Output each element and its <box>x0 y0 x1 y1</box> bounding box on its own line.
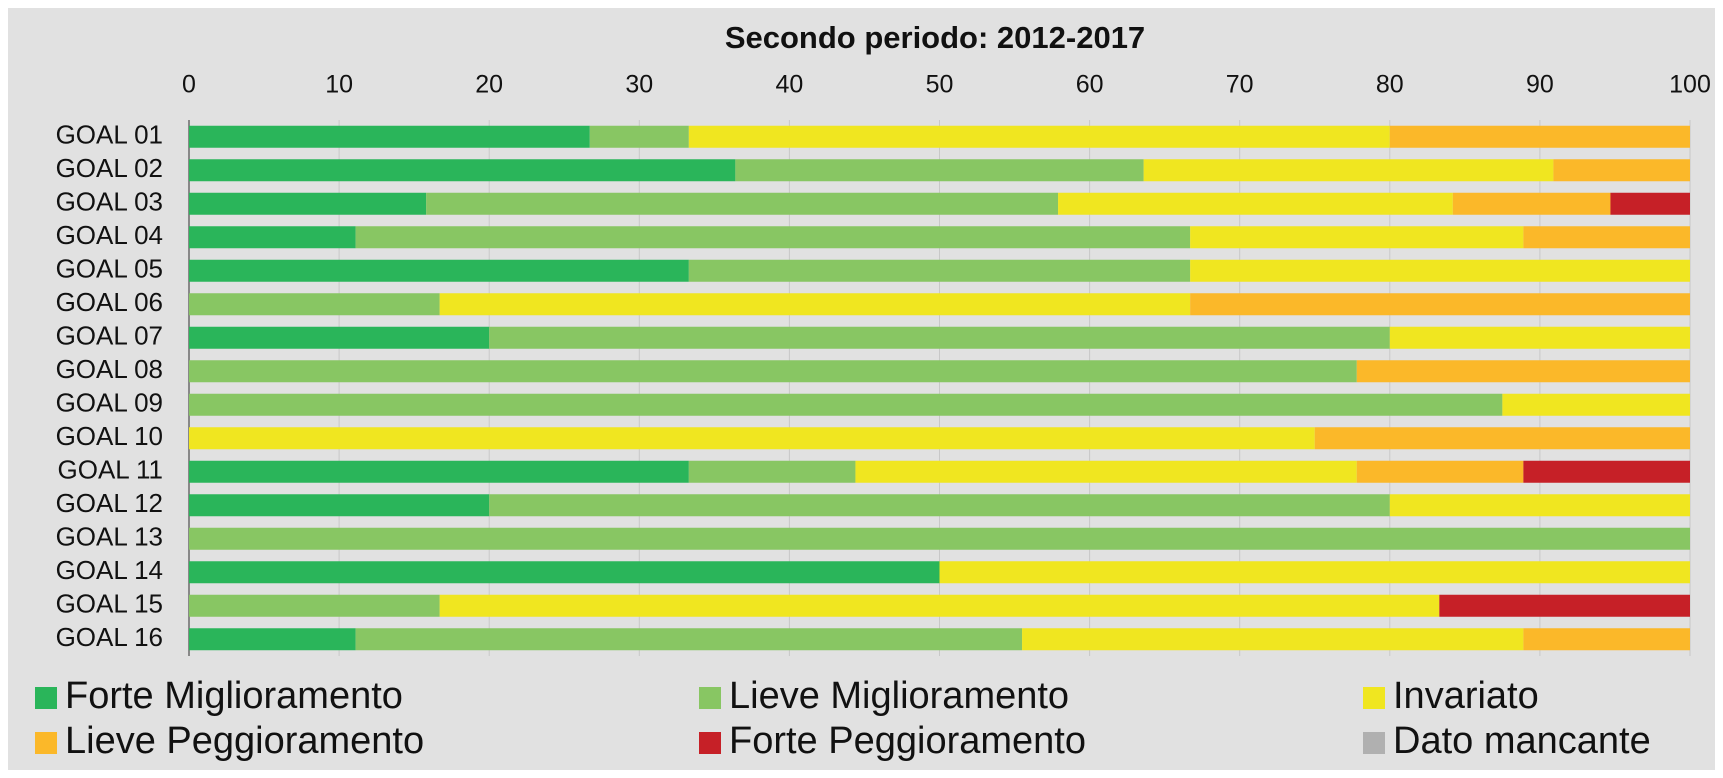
x-tick-label: 20 <box>475 71 503 99</box>
bar-segment <box>1553 159 1690 182</box>
bar-segment <box>189 293 440 316</box>
y-tick-label: GOAL 06 <box>56 287 163 317</box>
bar-segment <box>489 326 1390 349</box>
legend-swatch <box>35 687 57 709</box>
bar-segment <box>939 561 1690 584</box>
y-tick-label: GOAL 12 <box>56 488 163 518</box>
bar-segment <box>735 159 1144 182</box>
legend-swatch <box>699 732 721 754</box>
bar-segment <box>1523 226 1690 249</box>
legend-label: Lieve Miglioramento <box>729 675 1069 717</box>
bar-segment <box>189 326 490 349</box>
y-tick-label: GOAL 08 <box>56 354 163 384</box>
y-tick-label: GOAL 10 <box>56 421 163 451</box>
bar-segment <box>355 628 1023 651</box>
x-tick-label: 100 <box>1669 71 1711 99</box>
bar-segment <box>1190 259 1690 282</box>
legend-label: Dato mancante <box>1393 720 1651 762</box>
bar-segment <box>1523 628 1690 651</box>
y-tick-label: GOAL 14 <box>56 555 163 585</box>
bar-segment <box>1356 460 1524 483</box>
bar-segment <box>439 293 1191 316</box>
x-tick-label: 10 <box>325 71 353 99</box>
bar-segment <box>189 393 1503 416</box>
bar-segment <box>1610 192 1690 215</box>
legend-label: Invariato <box>1393 675 1539 717</box>
bar-segment <box>1058 192 1453 215</box>
bar-segment <box>1389 326 1690 349</box>
x-tick-label: 30 <box>625 71 653 99</box>
y-tick-label: GOAL 03 <box>56 187 163 217</box>
x-tick-label: 90 <box>1526 71 1554 99</box>
bar-segment <box>1143 159 1554 182</box>
legend-swatch <box>35 732 57 754</box>
chart-background <box>8 8 1715 770</box>
bar-segment <box>189 594 440 617</box>
bar-segment <box>189 628 356 651</box>
bar-segment <box>189 159 736 182</box>
legend-label: Lieve Peggioramento <box>65 720 424 762</box>
bar-segment <box>189 259 689 282</box>
y-tick-label: GOAL 13 <box>56 522 163 552</box>
bar-segment <box>1022 628 1524 651</box>
y-tick-label: GOAL 15 <box>56 589 163 619</box>
bar-segment <box>189 527 1690 550</box>
x-tick-label: 60 <box>1076 71 1104 99</box>
y-tick-label: GOAL 09 <box>56 388 163 418</box>
bar-segment <box>189 494 490 517</box>
y-tick-label: GOAL 07 <box>56 321 163 351</box>
x-tick-label: 70 <box>1226 71 1254 99</box>
bar-segment <box>426 192 1059 215</box>
legend-swatch <box>1363 687 1385 709</box>
bar-segment <box>589 125 689 148</box>
x-tick-label: 0 <box>182 71 196 99</box>
bar-segment <box>1190 226 1524 249</box>
y-tick-label: GOAL 16 <box>56 622 163 652</box>
bar-segment <box>855 460 1357 483</box>
bar-segment <box>189 192 427 215</box>
y-tick-label: GOAL 11 <box>58 455 164 485</box>
bar-segment <box>189 561 940 584</box>
bar-segment <box>355 226 1191 249</box>
y-tick-label: GOAL 05 <box>56 254 163 284</box>
bar-segment <box>1452 192 1611 215</box>
chart-title: Secondo periodo: 2012-2017 <box>725 20 1145 55</box>
y-tick-label: GOAL 04 <box>56 220 163 250</box>
legend-swatch <box>1363 732 1385 754</box>
bar-segment <box>1356 360 1690 383</box>
y-tick-label: GOAL 01 <box>56 120 163 150</box>
bar-segment <box>688 460 856 483</box>
bar-segment <box>1439 594 1690 617</box>
legend-swatch <box>699 687 721 709</box>
bar-segment <box>439 594 1440 617</box>
bar-segment <box>1523 460 1690 483</box>
x-tick-label: 50 <box>926 71 954 99</box>
x-tick-label: 80 <box>1376 71 1404 99</box>
bar-segment <box>1190 293 1690 316</box>
bar-segment <box>189 226 356 249</box>
bar-segment <box>189 427 1315 450</box>
y-tick-label: GOAL 02 <box>56 153 163 183</box>
bar-segment <box>1389 125 1690 148</box>
bar-segment <box>489 494 1390 517</box>
bar-segment <box>1502 393 1690 416</box>
legend-label: Forte Miglioramento <box>65 675 403 717</box>
bar-segment <box>688 259 1191 282</box>
x-tick-label: 40 <box>775 71 803 99</box>
bar-segment <box>1314 427 1690 450</box>
bar-segment <box>1389 494 1690 517</box>
legend-label: Forte Peggioramento <box>729 720 1086 762</box>
bar-segment <box>189 125 590 148</box>
bar-segment <box>688 125 1390 148</box>
bar-segment <box>189 460 689 483</box>
bar-segment <box>189 360 1357 383</box>
